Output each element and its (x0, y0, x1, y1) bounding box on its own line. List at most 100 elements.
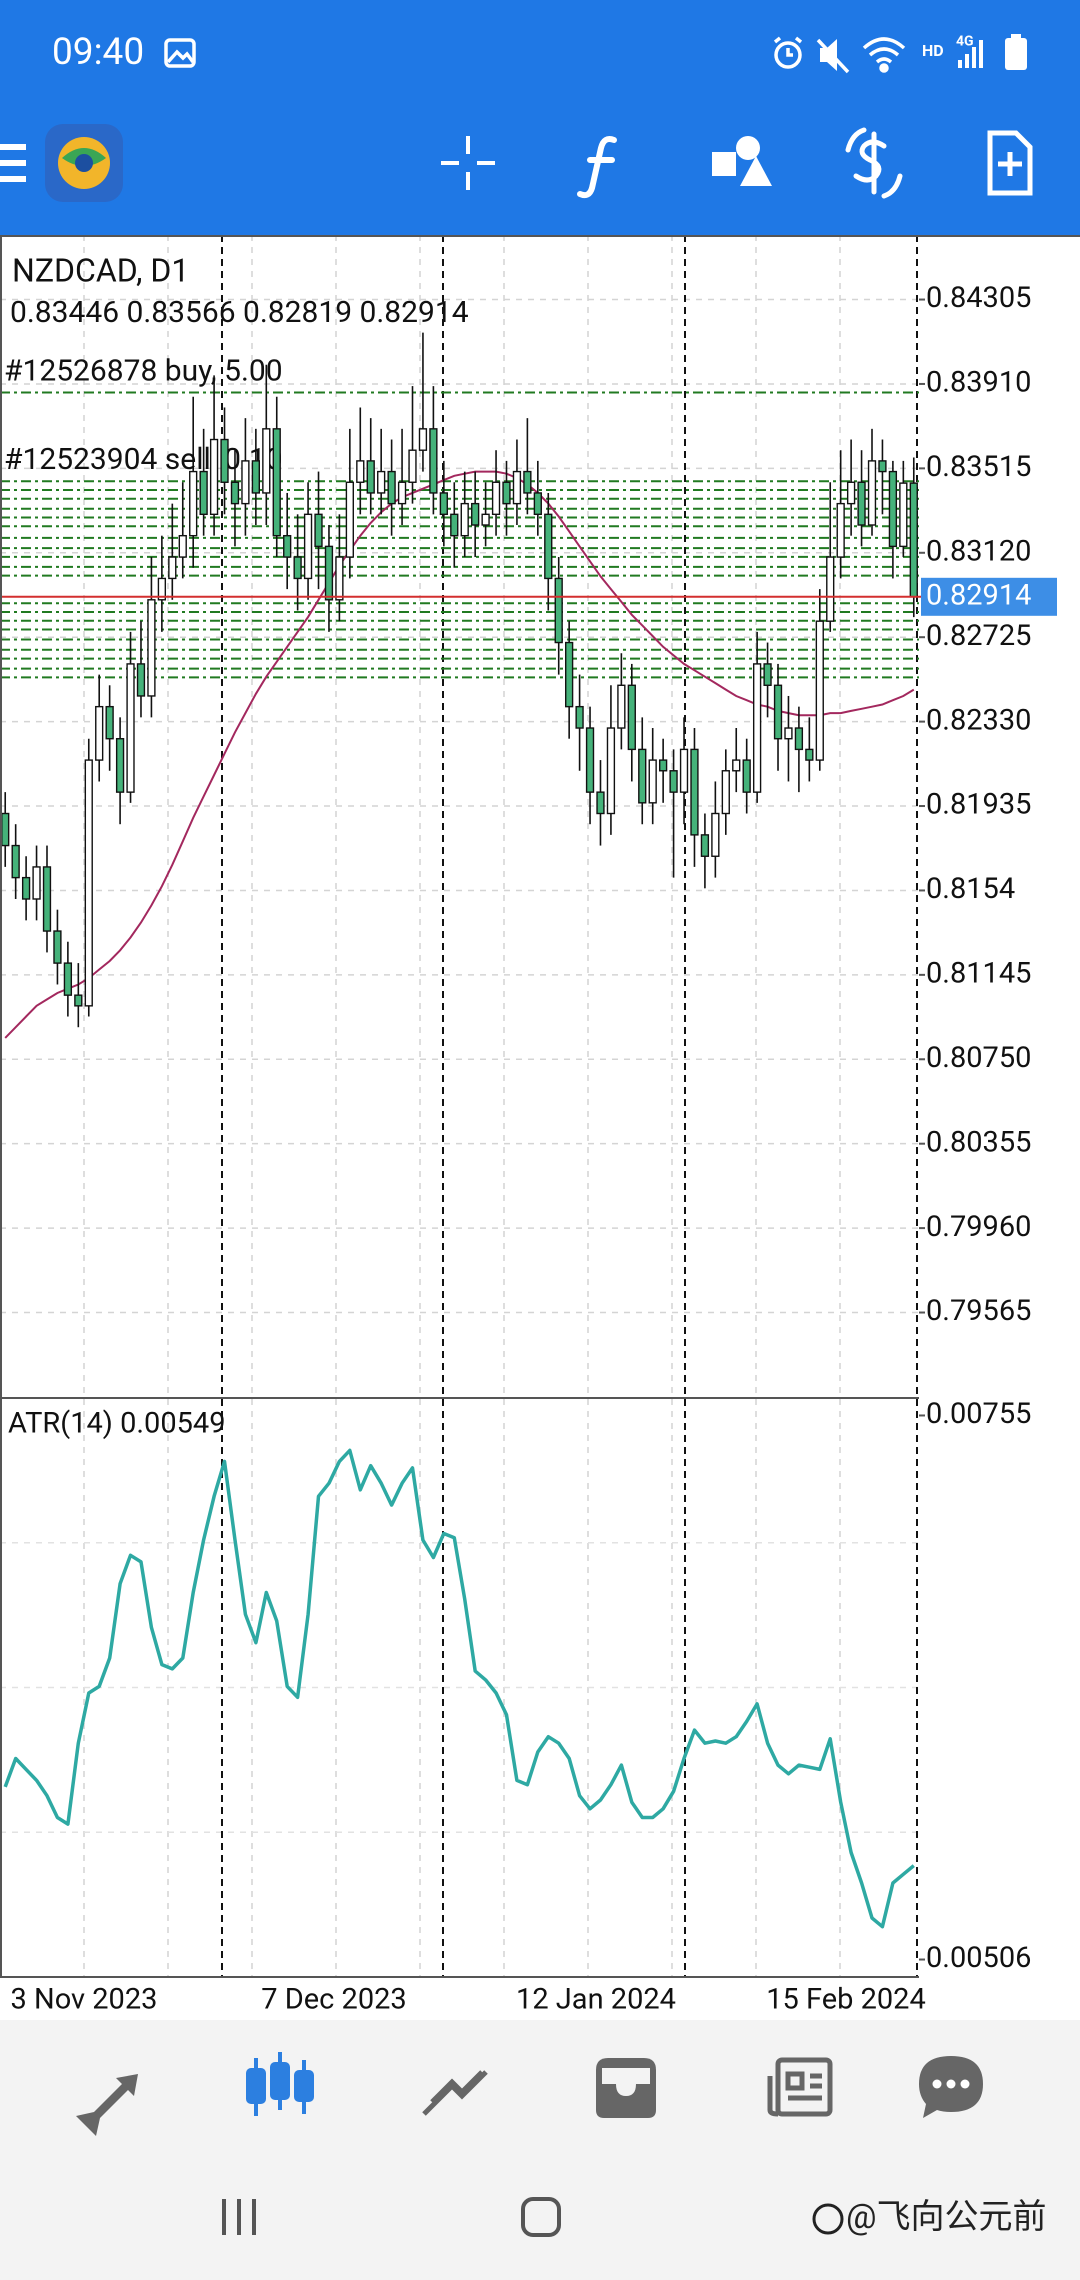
y-tick-label: 0.82330 (926, 703, 1031, 737)
candle-body (638, 748, 647, 804)
candle-body (794, 727, 804, 751)
x-tick-label: 3 Nov 2023 (11, 1983, 158, 2017)
candle-body (450, 513, 459, 537)
candle-body (502, 481, 511, 505)
candle-body (283, 534, 292, 558)
candle-body (387, 470, 396, 505)
y-tick-label: 0.8154 (926, 872, 1015, 906)
candle-body (157, 577, 167, 601)
candle-body (1, 812, 10, 847)
signal-bar (958, 60, 962, 68)
system-home[interactable] (521, 2197, 561, 2237)
candle-body (84, 759, 93, 1007)
status-time: 09:40 (52, 31, 144, 74)
candle-body (596, 791, 605, 815)
current-price-label: 0.82914 (926, 578, 1031, 612)
x-tick-label: 12 Jan 2024 (516, 1983, 676, 2017)
candle-body (721, 770, 730, 815)
objects-circle (736, 136, 760, 160)
candle-body (867, 460, 877, 526)
y-tick-label: 0.79565 (926, 1294, 1031, 1328)
candle-body (544, 513, 553, 580)
candle-body (565, 641, 574, 708)
y2-tick-label: 0.00506 (926, 1941, 1031, 1975)
bottom-nav (0, 2020, 1080, 2280)
candle-body (11, 844, 20, 879)
candle-body (460, 502, 469, 537)
signal-bar (972, 47, 976, 68)
recents-bar (252, 2199, 256, 2235)
y-tick-label: 0.82725 (926, 619, 1031, 653)
candle-body (533, 492, 542, 516)
speaker (820, 39, 837, 71)
candle-body (53, 930, 62, 964)
menu-button[interactable] (0, 144, 26, 182)
app-logo[interactable] (45, 124, 123, 202)
nav-chart[interactable] (246, 2052, 314, 2116)
ohlc-values: 0.83446 0.83566 0.82819 0.82914 (10, 295, 469, 330)
objects-button[interactable] (712, 136, 772, 186)
x-tick-label: 15 Feb 2024 (766, 1983, 926, 2017)
indicators-button[interactable] (577, 136, 617, 199)
candle-body (784, 727, 793, 740)
candle-body (136, 663, 146, 697)
y-tick-label: 0.83515 (926, 450, 1031, 484)
y-tick-label: 0.80750 (926, 1041, 1031, 1075)
candle-body (220, 438, 229, 483)
candle-body (95, 705, 104, 761)
news-lines (767, 2071, 822, 2117)
new-order-button[interactable] (987, 130, 1033, 196)
candle-body (272, 428, 281, 537)
alarm-hands (773, 36, 803, 57)
candle-body (345, 481, 354, 558)
app-header (0, 0, 1080, 235)
objects-square (712, 152, 736, 176)
battery-icon (1005, 34, 1027, 70)
chat-dot (932, 2079, 942, 2089)
candle-body (700, 834, 710, 857)
candle-body (262, 428, 271, 494)
trade-button[interactable] (845, 127, 903, 199)
candle-body (846, 481, 856, 505)
crosshair-button[interactable] (441, 136, 495, 190)
nav-chat[interactable] (919, 2056, 983, 2118)
battery-body (1005, 38, 1027, 70)
nav-trade[interactable] (422, 2070, 488, 2116)
gallery-mountain (166, 49, 195, 64)
order-label: #12523904 sell, 0.10 (4, 442, 283, 477)
candle-body (303, 513, 313, 580)
y2-tick-label: 0.00755 (926, 1397, 1031, 1431)
candle-body (763, 663, 772, 686)
candle-body (690, 748, 699, 836)
indicator-label: ATR(14) 0.00549 (8, 1407, 226, 1441)
candle-body (324, 545, 334, 601)
recents-bar (237, 2199, 241, 2235)
wifi-dot (879, 63, 889, 73)
system-recents[interactable] (222, 2199, 256, 2235)
candle-body (815, 620, 824, 761)
moving-average (4, 470, 915, 1039)
candle-body (679, 748, 689, 793)
nav-news[interactable] (767, 2057, 833, 2117)
objects-triangle (740, 156, 772, 186)
network-4g: 4G (956, 34, 974, 50)
candle-body (293, 556, 302, 580)
candle-body (115, 738, 125, 793)
candle-body (63, 962, 73, 996)
candle-body (899, 482, 908, 548)
candle-body (251, 460, 261, 494)
nav-quotes[interactable] (76, 2074, 138, 2136)
y-tick-label: 0.81935 (926, 788, 1031, 822)
mute-slash (816, 38, 850, 74)
news-frame (775, 2057, 833, 2117)
recents-bar (222, 2199, 226, 2235)
axis-layer: 0.84305 0.83910 0.83515 0.83120 0.82725 0.823… (919, 281, 1057, 1975)
candle-body (606, 727, 616, 815)
candle-body (147, 599, 156, 697)
nav-history[interactable] (596, 2058, 656, 2118)
candle-body (742, 759, 751, 793)
candle-body (356, 460, 365, 483)
candle-body (878, 460, 887, 473)
wifi-icon (862, 37, 906, 73)
